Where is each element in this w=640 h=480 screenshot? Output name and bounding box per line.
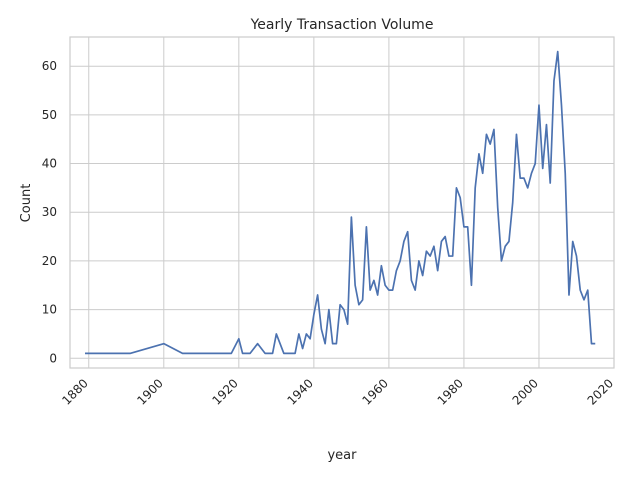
y-tick-label: 40: [42, 157, 57, 171]
chart-title: Yearly Transaction Volume: [250, 17, 434, 33]
series-line: [85, 50, 596, 355]
x-axis-label: year: [327, 448, 357, 463]
y-axis-label: Count: [19, 184, 34, 223]
y-tick-label: 50: [42, 108, 57, 122]
y-tick-label: 30: [42, 205, 57, 219]
y-tick-label: 0: [49, 351, 57, 365]
grid-lines: [70, 37, 615, 368]
plot-frame: [69, 36, 615, 369]
y-tick-label: 10: [42, 303, 57, 317]
y-tick-label: 60: [42, 59, 57, 73]
y-tick-label: 20: [42, 254, 57, 268]
